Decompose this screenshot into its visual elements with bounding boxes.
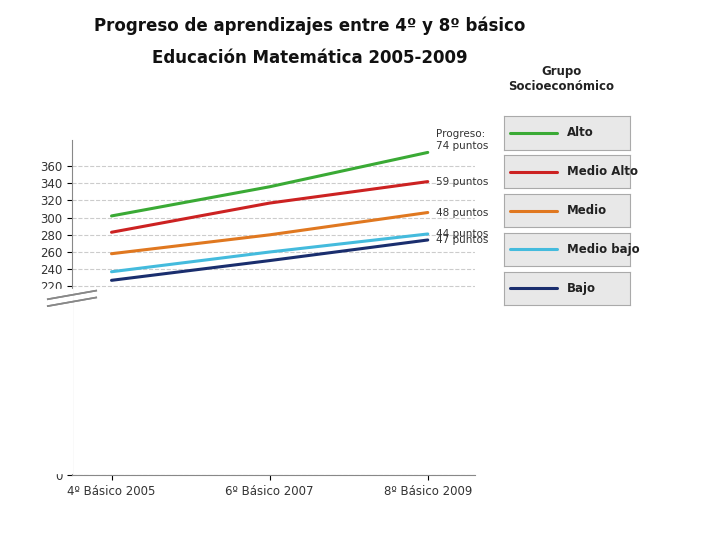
Text: 59 puntos: 59 puntos [436,177,488,187]
Text: Medio: Medio [567,204,607,217]
Text: Bajo: Bajo [567,282,596,295]
Bar [40,289,72,474]
Text: 47 puntos: 47 puntos [436,235,488,245]
Text: Alto: Alto [567,126,594,139]
Text: Progreso de aprendizajes entre 4º y 8º básico: Progreso de aprendizajes entre 4º y 8º b… [94,16,526,35]
Text: 44 puntos: 44 puntos [436,229,488,239]
Text: Grupo
Socioeconómico: Grupo Socioeconómico [508,65,615,93]
Text: 48 puntos: 48 puntos [436,207,488,218]
Text: Progreso:
74 puntos: Progreso: 74 puntos [436,129,488,151]
Text: Educación Matemática 2005-2009: Educación Matemática 2005-2009 [152,49,467,66]
Text: Medio Alto: Medio Alto [567,165,638,178]
Text: Medio bajo: Medio bajo [567,243,639,256]
